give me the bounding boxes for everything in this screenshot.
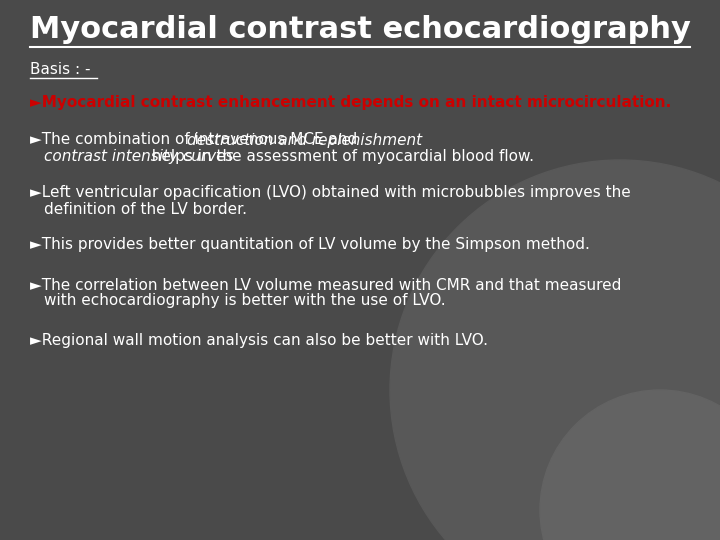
Text: contrast intensity curves: contrast intensity curves [44,148,233,164]
Text: ►The combination of intravenous MCE and: ►The combination of intravenous MCE and [30,132,362,147]
Text: ►Myocardial contrast enhancement depends on an intact microcirculation.: ►Myocardial contrast enhancement depends… [30,94,671,110]
Text: ►Left ventricular opacification (LVO) obtained with microbubbles improves the: ►Left ventricular opacification (LVO) ob… [30,186,631,200]
Text: ►Regional wall motion analysis can also be better with LVO.: ►Regional wall motion analysis can also … [30,333,488,348]
Text: with echocardiography is better with the use of LVO.: with echocardiography is better with the… [44,294,446,308]
Text: ►This provides better quantitation of LV volume by the Simpson method.: ►This provides better quantitation of LV… [30,238,590,253]
Text: helps in the assessment of myocardial blood flow.: helps in the assessment of myocardial bl… [142,148,534,164]
Circle shape [390,160,720,540]
Text: Myocardial contrast echocardiography: Myocardial contrast echocardiography [30,16,690,44]
Circle shape [540,390,720,540]
Text: ►The correlation between LV volume measured with CMR and that measured: ►The correlation between LV volume measu… [30,278,621,293]
Text: destruction and replenishment: destruction and replenishment [187,132,422,147]
Text: definition of the LV border.: definition of the LV border. [44,201,247,217]
Text: Basis : -: Basis : - [30,63,91,78]
